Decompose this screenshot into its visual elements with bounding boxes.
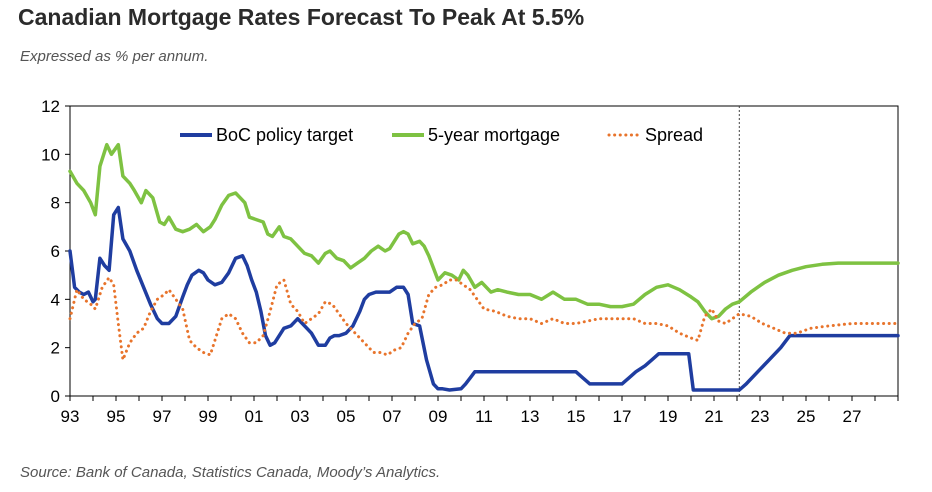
y-tick-label: 8 bbox=[51, 194, 60, 213]
series-line-boc-policy-target bbox=[68, 205, 900, 392]
legend: BoC policy target 5-year mortgage Spread bbox=[180, 125, 703, 145]
x-tick-label: 19 bbox=[659, 407, 678, 426]
x-tick-label: 17 bbox=[613, 407, 632, 426]
y-tick-label: 12 bbox=[41, 97, 60, 116]
axes: 0 2 4 6 8 10 12 93 95 97 99 01 03 05 07 09 11 13 15 17 19 21 2… bbox=[41, 97, 899, 426]
x-tick-label: 07 bbox=[383, 407, 402, 426]
series-line-5-year-mortgage bbox=[68, 142, 900, 321]
x-tick-label: 11 bbox=[475, 407, 493, 426]
y-tick-label: 6 bbox=[51, 242, 60, 261]
x-tick-label: 05 bbox=[337, 407, 356, 426]
y-tick-label: 0 bbox=[51, 387, 60, 406]
x-tick-label: 03 bbox=[291, 407, 310, 426]
chart-title: Canadian Mortgage Rates Forecast To Peak… bbox=[18, 4, 585, 30]
x-tick-label: 23 bbox=[751, 407, 770, 426]
legend-label: 5-year mortgage bbox=[428, 125, 560, 145]
series-line-spread bbox=[68, 276, 900, 362]
x-tick-label: 15 bbox=[567, 407, 586, 426]
x-tick-label: 13 bbox=[521, 407, 540, 426]
x-tick-label: 09 bbox=[429, 407, 448, 426]
source-note: Source: Bank of Canada, Statistics Canad… bbox=[20, 464, 441, 481]
y-tick-label: 10 bbox=[41, 145, 60, 164]
legend-label: Spread bbox=[645, 125, 703, 145]
x-tick-label: 95 bbox=[107, 407, 126, 426]
x-tick-label: 99 bbox=[199, 407, 218, 426]
y-tick-label: 2 bbox=[51, 339, 60, 358]
x-tick-label: 01 bbox=[245, 407, 264, 426]
x-tick-label: 93 bbox=[61, 407, 80, 426]
x-tick-label: 25 bbox=[797, 407, 816, 426]
y-tick-label: 4 bbox=[51, 290, 60, 309]
x-tick-label: 21 bbox=[705, 407, 724, 426]
series-layer bbox=[68, 142, 900, 392]
chart-subtitle: Expressed as % per annum. bbox=[20, 48, 209, 65]
x-tick-label: 27 bbox=[843, 407, 862, 426]
x-tick-label: 97 bbox=[153, 407, 172, 426]
legend-label: BoC policy target bbox=[216, 125, 353, 145]
